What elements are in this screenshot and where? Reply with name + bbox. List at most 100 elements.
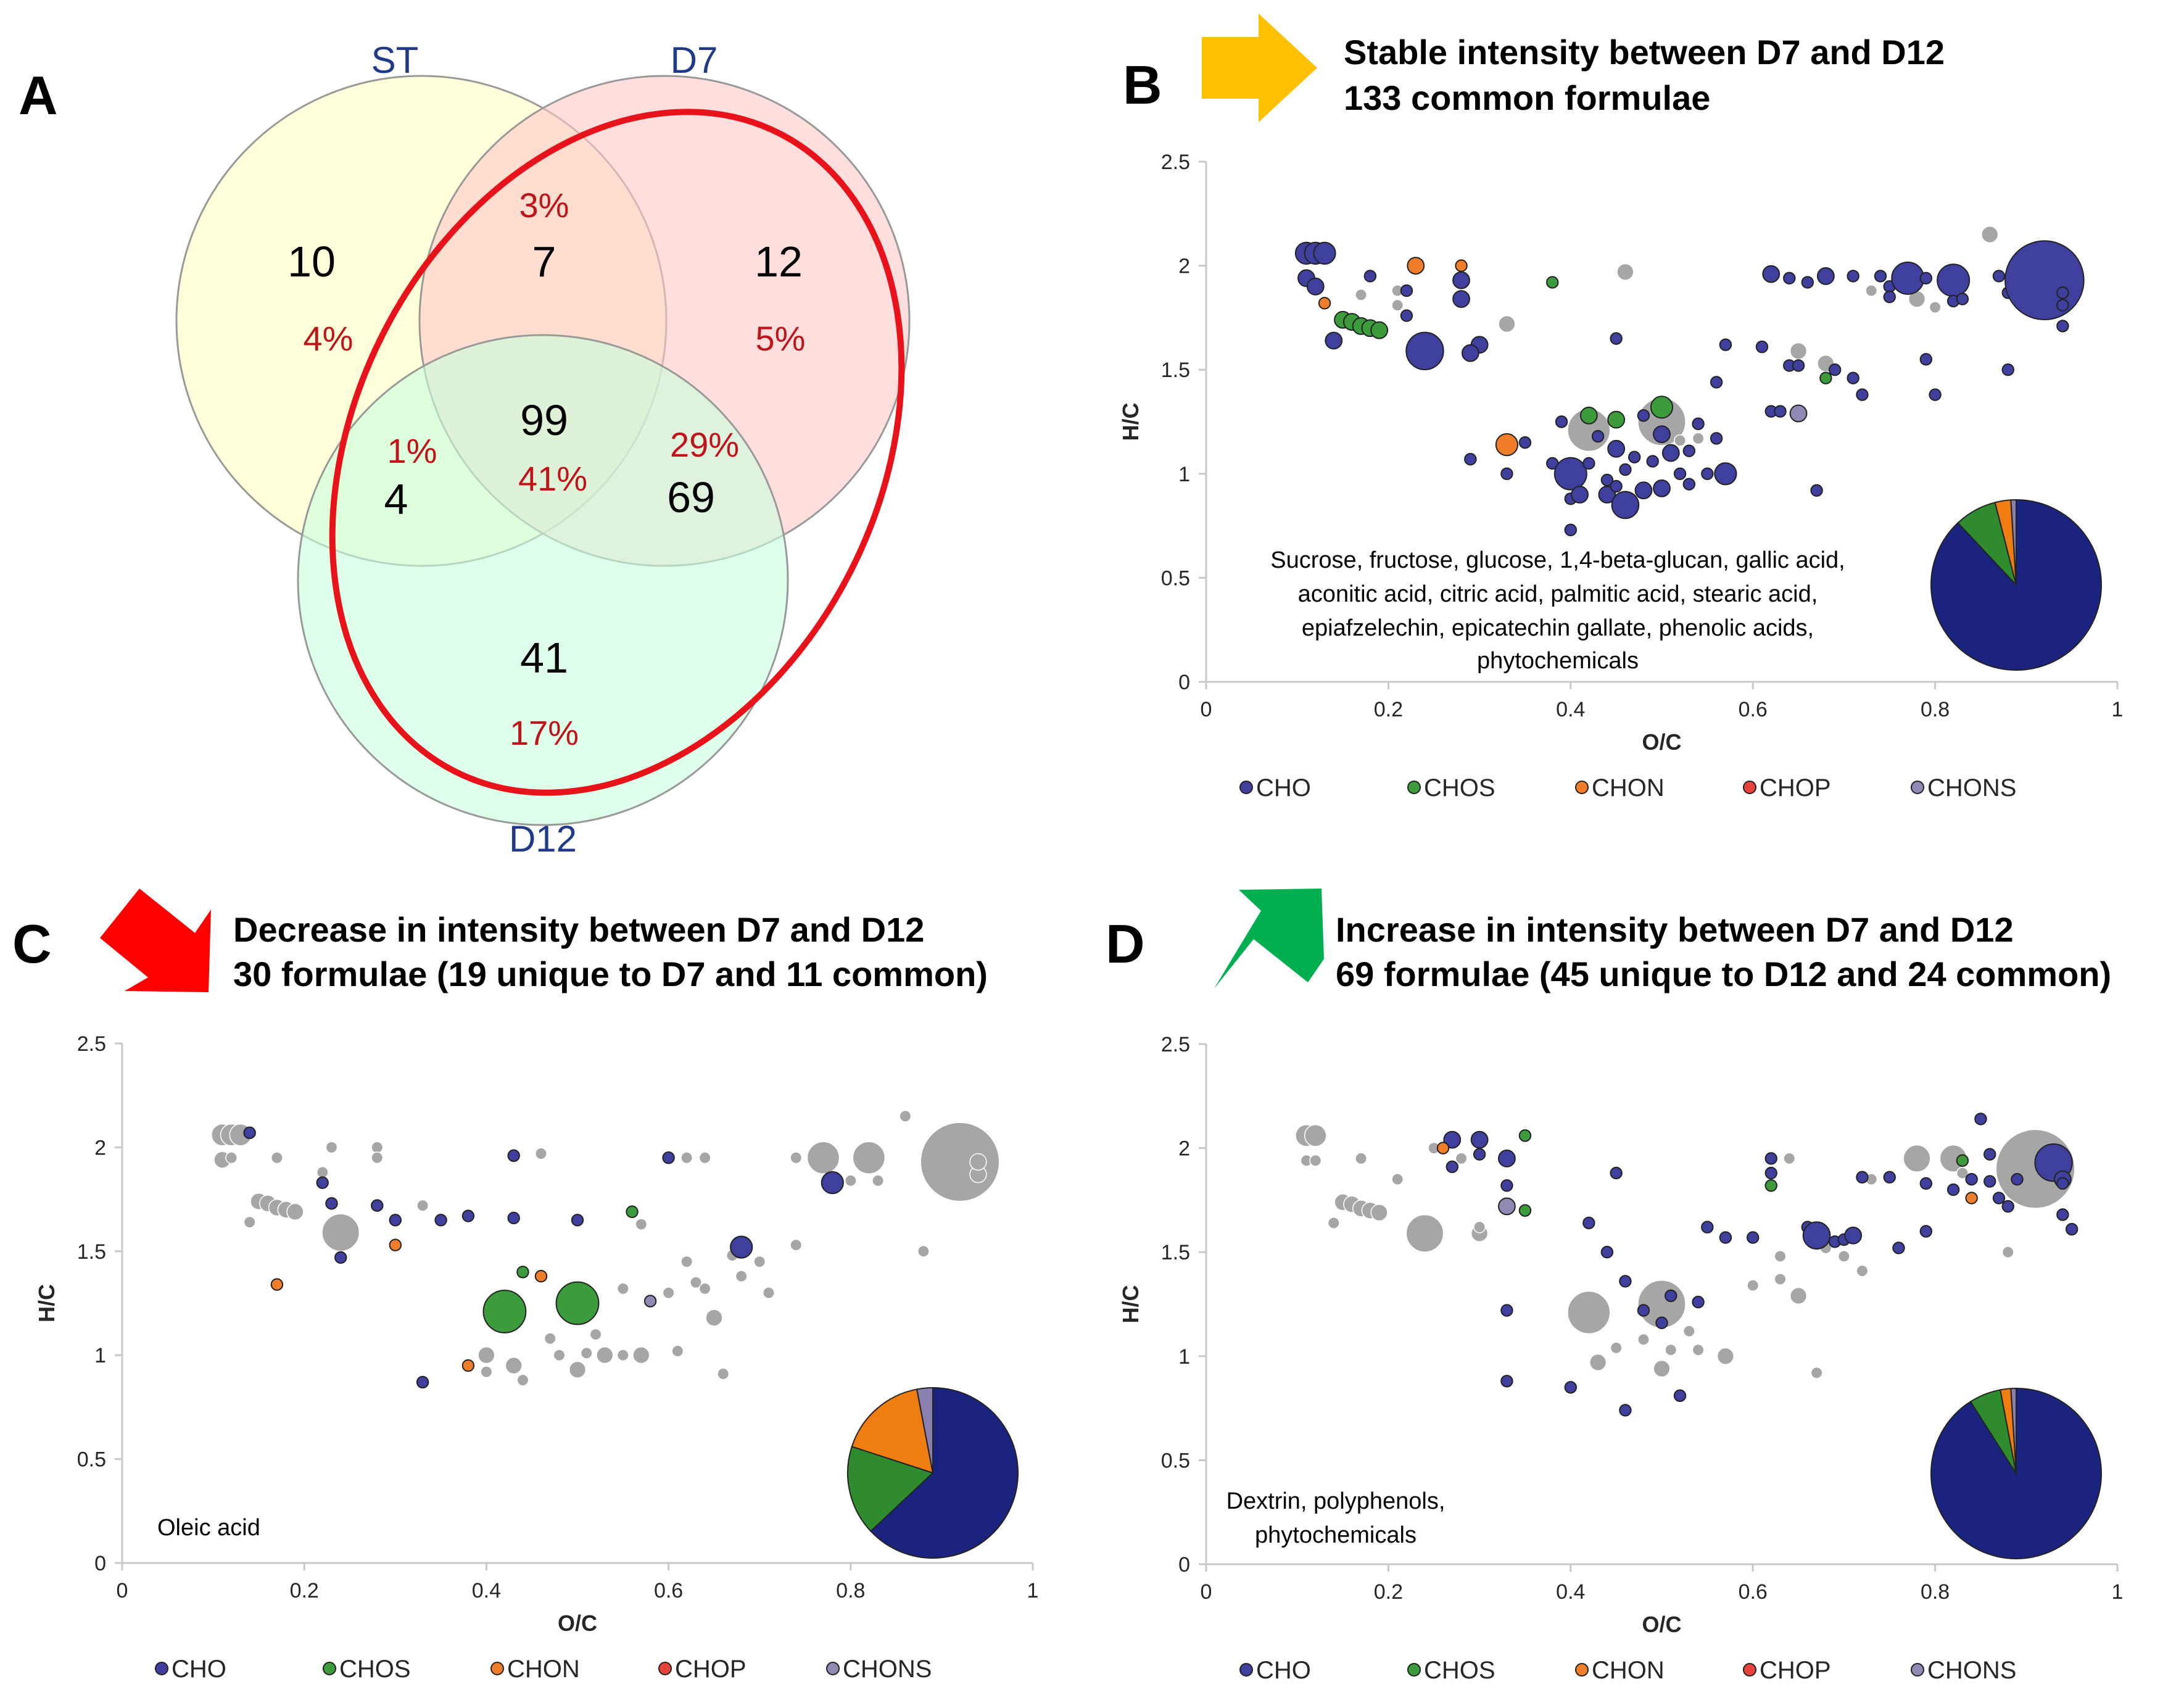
data-point-other-grey [1498, 315, 1516, 333]
panel-c: C Decrease in intensity between D7 and D… [12, 889, 1038, 1683]
panel-label-c: C [12, 913, 52, 974]
data-point-other-grey [1309, 1154, 1322, 1167]
data-point-cho [2056, 299, 2069, 312]
legend-marker-chop [658, 1662, 672, 1675]
y-axis-label: H/C [34, 1284, 59, 1322]
arrow-up-icon [1214, 889, 1324, 989]
data-point-cho [1710, 432, 1723, 445]
x-axis-label: O/C [1642, 729, 1681, 755]
venn-count-st-d12: 4 [384, 475, 408, 523]
data-point-other-grey [698, 1282, 711, 1295]
data-point-cho [507, 1149, 520, 1163]
data-point-cho [1500, 1375, 1513, 1388]
y-tick-label: 0.5 [77, 1448, 106, 1472]
data-point-cho [1446, 1160, 1458, 1174]
legend-label-chop: CHOP [675, 1656, 747, 1683]
y-tick-label: 2.5 [77, 1032, 106, 1056]
data-point-cho [1653, 479, 1671, 497]
data-point-other-grey [1589, 1353, 1607, 1372]
panel-a-venn: A ST D7 D12 10 4% 3% 7 12 5% 1% 4 99 41%… [19, 39, 911, 860]
data-point-cho [1816, 267, 1835, 285]
data-point-other-grey [371, 1141, 384, 1154]
data-point-other-grey [969, 1153, 987, 1171]
legend-label-chos: CHOS [1424, 1657, 1495, 1684]
data-point-cho [1883, 290, 1896, 304]
data-point-cho [571, 1214, 584, 1227]
data-point-cho [316, 1176, 329, 1189]
data-point-cho [1929, 388, 1942, 401]
data-point-chos [1650, 396, 1674, 419]
legend-marker-chons [1911, 781, 1924, 794]
data-point-cho [730, 1235, 753, 1259]
venn-pct-d7-only: 5% [756, 319, 806, 358]
data-point-chon [534, 1270, 548, 1283]
data-point-cho [1619, 463, 1632, 476]
data-point-cho [243, 1126, 256, 1140]
data-point-other-grey [1455, 1152, 1468, 1165]
data-point-other-grey [2001, 1246, 2014, 1259]
data-point-cho [1747, 1231, 1760, 1244]
data-point-cho [1473, 1148, 1486, 1161]
data-point-cho [1764, 1152, 1777, 1165]
data-point-cho [1937, 263, 1971, 297]
venn-count-all: 99 [520, 396, 568, 444]
x-axis-label: O/C [558, 1611, 597, 1636]
y-tick-label: 2.5 [1161, 151, 1190, 174]
y-tick-label: 1 [94, 1344, 106, 1367]
data-point-chos [1370, 321, 1389, 339]
venn-pct-st-d7: 3% [519, 186, 569, 225]
panel-d-annotation-line1: Dextrin, polyphenols, [1226, 1488, 1446, 1514]
legend-marker-chon [1575, 1663, 1589, 1677]
data-point-other-grey [1774, 1273, 1787, 1285]
data-point-other-grey [1355, 1152, 1368, 1165]
data-point-cho [416, 1375, 429, 1389]
data-point-chon [1495, 433, 1519, 457]
legend-marker-chon [490, 1662, 504, 1675]
data-point-cho [1500, 1304, 1513, 1317]
scatter-plot-d: 0 0.2 0.4 0.6 0.8 1 0 0.5 1 1.5 2 2.5 O/C H/C CHO CHOS C… [1118, 1033, 2123, 1684]
venn-label-st: ST [371, 39, 419, 81]
data-point-chos [1518, 1129, 1532, 1142]
data-point-cho [1443, 1130, 1462, 1149]
data-point-other-grey [1981, 225, 1999, 244]
data-point-other-grey [243, 1216, 256, 1229]
legend-marker-cho [1239, 781, 1253, 794]
data-point-cho [1665, 1289, 1677, 1303]
legend-label-cho: CHO [1256, 1657, 1311, 1684]
data-point-other-grey [1665, 1343, 1677, 1356]
venn-highlight-ellipse [329, 109, 905, 796]
scatter-plot-b: 0 0.2 0.4 0.6 0.8 1 0 0.5 1 1.5 2 2.5 O/C H/C CHO CHOS C… [1118, 151, 2123, 802]
data-point-chos [1518, 1204, 1532, 1217]
data-point-cho [1607, 439, 1626, 458]
x-tick-label: 1 [1027, 1579, 1039, 1602]
data-point-cho [1692, 1295, 1705, 1309]
x-tick-label: 0.2 [1374, 698, 1403, 721]
venn-pct-d12-only: 17% [510, 713, 579, 752]
data-point-cho [2056, 320, 2069, 333]
data-point-cho [1856, 388, 1869, 401]
data-point-chos [555, 1281, 600, 1325]
data-point-chos [626, 1205, 639, 1219]
data-point-cho [2056, 1177, 2069, 1190]
arrow-stable-icon [1202, 14, 1317, 122]
x-tick-label: 0.2 [290, 1579, 319, 1602]
data-point-other-grey [1856, 1264, 1869, 1277]
data-point-cho [1655, 1316, 1668, 1330]
data-point-cho [1313, 241, 1336, 265]
data-point-chon [1965, 1192, 1978, 1204]
pie-slice-chons [2010, 1387, 2017, 1474]
panel-c-title-line2: 30 formulae (19 unique to D7 and 11 comm… [233, 955, 988, 993]
data-point-other-grey [616, 1349, 629, 1362]
pie-slice-chons [2010, 499, 2017, 586]
data-point-cho [1710, 376, 1723, 389]
data-point-chon [270, 1278, 284, 1291]
data-point-other-grey [1865, 284, 1878, 297]
panel-b-title-line1: Stable intensity between D7 and D12 [1344, 33, 1945, 72]
data-point-cho [1714, 462, 1737, 486]
venn-pct-d7-d12: 29% [670, 425, 739, 464]
data-point-other-grey [325, 1141, 338, 1154]
data-point-other-grey [635, 1218, 648, 1230]
data-point-chon [1407, 257, 1425, 275]
y-tick-label: 2.5 [1161, 1033, 1190, 1056]
data-point-other-grey [1616, 263, 1634, 281]
